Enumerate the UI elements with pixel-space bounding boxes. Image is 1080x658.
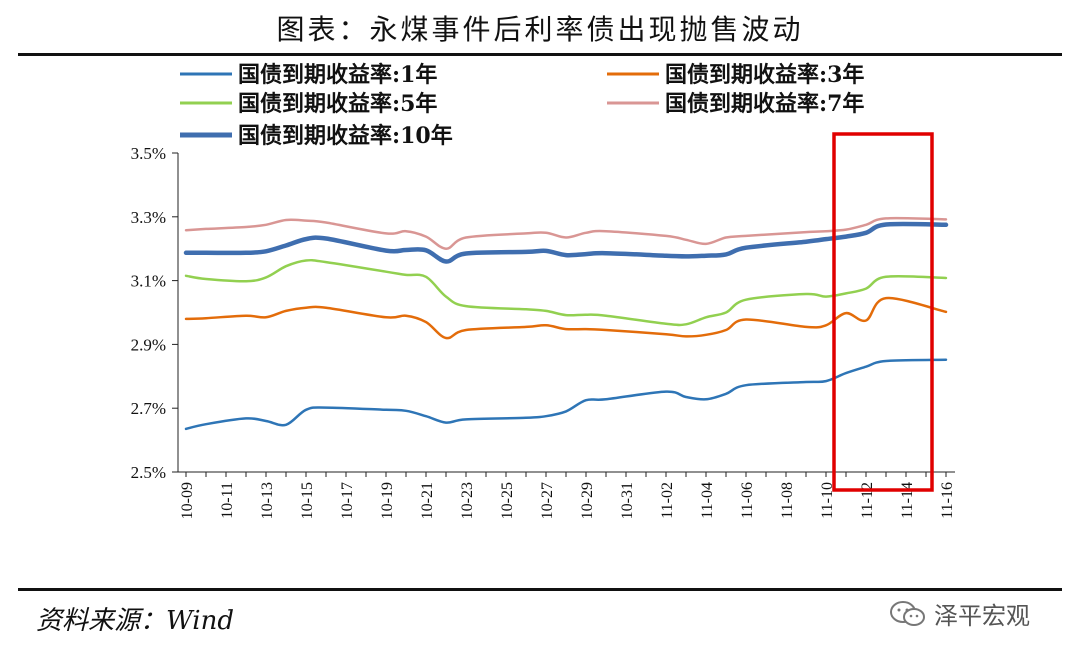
series-line-y7 [184,216,948,250]
x-tick-label: 11-08 [779,482,796,519]
x-tick-label: 10-11 [219,482,236,519]
series-line-y10 [183,221,949,264]
legend-label-y10: 国债到期收益率:10年 [238,123,453,149]
highlight-box [832,132,934,492]
x-tick-label: 10-17 [339,482,356,519]
source-note: 资料来源：Wind [36,606,234,636]
x-tick-label: 10-25 [499,482,516,519]
x-tick-label: 10-19 [379,482,396,519]
y-tick-label: 3.5% [131,144,166,163]
legend-label-y3: 国债到期收益率:3年 [665,62,864,88]
series-line-y3 [184,296,948,340]
x-tick-label: 10-23 [459,482,476,519]
y-tick-label: 3.3% [131,208,166,227]
x-tick-label: 11-04 [699,482,716,519]
x-tick-label: 11-14 [899,482,916,519]
y-tick-label: 2.9% [131,335,166,354]
x-tick-label: 11-10 [819,482,836,519]
x-tick-label: 11-06 [739,482,756,519]
x-tick-label: 10-27 [539,482,556,519]
page-title: 图表：永煤事件后利率债出现抛售波动 [276,13,804,46]
x-tick-label: 11-16 [939,482,956,519]
y-tick-label: 2.7% [131,399,166,418]
brand-badge: 泽平宏观 [888,596,1030,631]
legend-label-y7: 国债到期收益率:7年 [665,91,864,117]
wechat-icon [890,600,925,626]
x-tick-label: 10-31 [619,482,636,519]
x-tick-label: 11-02 [659,482,676,519]
highlight-group [832,132,934,492]
series-group [183,216,949,431]
x-tick-label: 11-12 [859,482,876,519]
footer-divider [18,588,1062,591]
legend-label-y5: 国债到期收益率:5年 [238,91,437,117]
x-tick-label: 10-29 [579,482,596,519]
x-tick-label: 10-09 [179,482,196,519]
series-line-y1 [184,358,948,431]
series-line-y5 [184,258,948,327]
axes: 2.5% 2.7% 2.9% 3.1% 3.3% 3.5% 10-09 10-11 10-13 1… [131,144,956,519]
x-tick-label: 10-15 [299,482,316,519]
y-tick-label: 2.5% [131,463,166,482]
y-tick-label: 3.1% [131,272,166,291]
title-divider [18,53,1062,56]
x-tick-label: 10-13 [259,482,276,519]
x-tick-label: 10-21 [419,482,436,519]
legend-label-y1: 国债到期收益率:1年 [238,62,437,88]
brand-name: 泽平宏观 [934,602,1030,630]
